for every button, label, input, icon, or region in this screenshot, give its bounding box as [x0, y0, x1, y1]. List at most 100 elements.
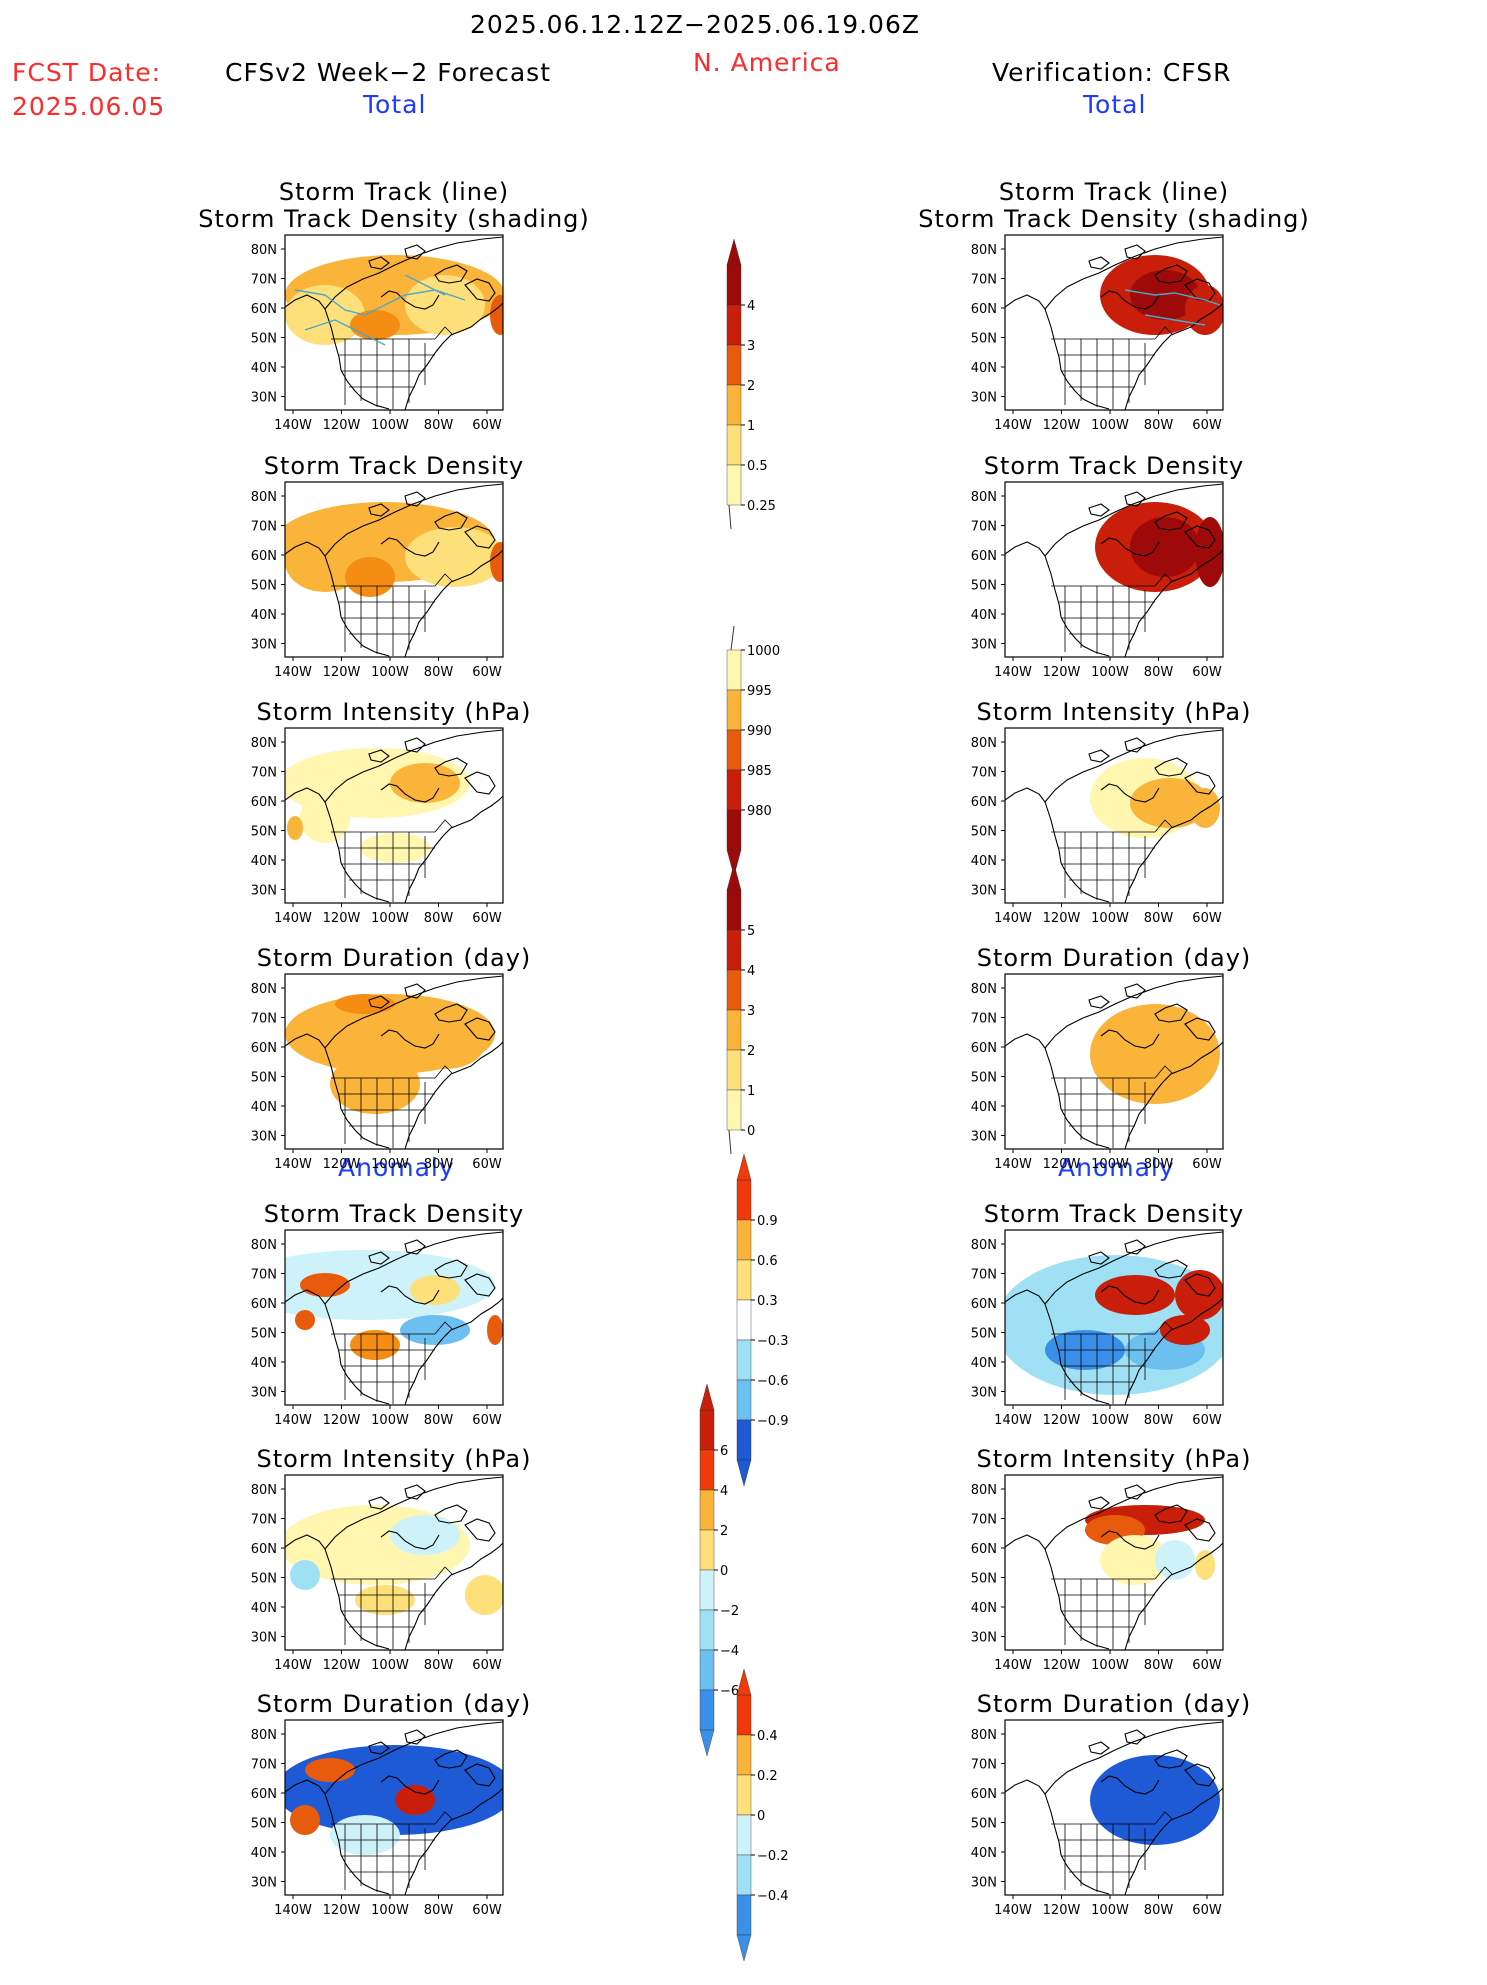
- lat-tick-label: 30N: [251, 391, 277, 406]
- lat-tick-label: 80N: [251, 736, 277, 751]
- coastline: [338, 356, 390, 410]
- colorbar-label: 6: [720, 1444, 728, 1459]
- lat-tick-label: 60N: [971, 1041, 997, 1056]
- lat-tick-label: 30N: [251, 638, 277, 653]
- lat-tick-label: 80N: [971, 736, 997, 751]
- coastline: [1100, 537, 1160, 557]
- colorbar-swatch: [736, 1814, 752, 1856]
- lat-tick-label: 80N: [251, 490, 277, 505]
- border-line: [1154, 326, 1174, 340]
- lat-tick-label: 70N: [251, 1758, 277, 1773]
- coastline: [338, 849, 390, 903]
- colorbar-swatch: [726, 384, 742, 426]
- lon-tick-label: 140W: [274, 1903, 312, 1918]
- lon-tick-label: 80W: [424, 1903, 454, 1918]
- lat-tick-label: 40N: [971, 1100, 997, 1115]
- map-frame: [1004, 234, 1224, 411]
- lon-tick-label: 80W: [1144, 1903, 1174, 1918]
- map-frame: [1004, 481, 1224, 658]
- date-range-title: 2025.06.12.12Z−2025.06.19.06Z: [470, 10, 920, 39]
- storm-track-line: [304, 319, 386, 346]
- lon-tick-label: 140W: [274, 418, 312, 433]
- map-panel: 80N 70N 60N 50N 40N 30N 140W 120W 100W 80W 60W: [971, 1474, 1224, 1673]
- lat-tick-label: 50N: [251, 825, 277, 840]
- border-line: [434, 1065, 454, 1079]
- colorbar-label: 0.3: [757, 1294, 778, 1309]
- lon-tick-label: 60W: [472, 1413, 502, 1428]
- coastline: [324, 1476, 503, 1550]
- coastline: [380, 1530, 440, 1550]
- lat-tick-label: 70N: [251, 1513, 277, 1528]
- map-frame: [284, 234, 504, 411]
- coastline: [1184, 525, 1216, 549]
- panel-title: Storm Duration (day): [256, 1690, 532, 1718]
- map-panel: 80N 70N 60N 50N 40N 30N 140W 120W 100W 80W 60W: [971, 234, 1224, 433]
- lon-tick-label: 100W: [1091, 1658, 1129, 1673]
- panel-title: Storm Track Density (shading): [918, 205, 1310, 233]
- coastline: [1124, 342, 1164, 410]
- lon-tick-label: 100W: [1091, 418, 1129, 433]
- panel-title: Storm Intensity (hPa): [256, 698, 532, 726]
- lat-tick-label: 40N: [251, 854, 277, 869]
- shading-region: [350, 310, 400, 340]
- lon-tick-label: 100W: [371, 1157, 409, 1172]
- colorbar-label: 0: [757, 1809, 765, 1824]
- lat-tick-label: 30N: [971, 884, 997, 899]
- shading-region: [287, 816, 303, 840]
- coastline: [380, 783, 440, 803]
- coastline: [1058, 356, 1110, 410]
- lon-tick-label: 80W: [424, 1157, 454, 1172]
- coastline: [464, 1763, 496, 1787]
- lat-tick-label: 80N: [971, 1728, 997, 1743]
- shading-region: [330, 1815, 400, 1855]
- lon-tick-label: 120W: [1043, 418, 1081, 433]
- colorbar-swatch: [699, 1449, 715, 1491]
- coastline: [1044, 1721, 1223, 1795]
- shading-region: [390, 1515, 460, 1555]
- coastline: [404, 342, 444, 410]
- panel-title: Storm Track Density (shading): [198, 205, 590, 233]
- colorbar: 6 4 2 0 −2 −4 −6: [699, 1383, 739, 1757]
- coastline: [1184, 1017, 1216, 1041]
- lat-tick-label: 30N: [251, 1130, 277, 1145]
- colorbar-swatch: [699, 1529, 715, 1571]
- lon-tick-label: 80W: [424, 1658, 454, 1673]
- lon-tick-label: 120W: [1043, 1413, 1081, 1428]
- lat-tick-label: 60N: [251, 1787, 277, 1802]
- lon-tick-label: 60W: [1192, 418, 1222, 433]
- map-frame: [284, 727, 504, 904]
- coastline: [368, 749, 390, 763]
- lat-tick-label: 70N: [971, 1513, 997, 1528]
- shading-region: [285, 285, 365, 345]
- shading-region: [1195, 1550, 1215, 1580]
- coastline: [380, 1285, 440, 1305]
- colorbar-label: 1000: [747, 644, 780, 659]
- lat-tick-label: 40N: [971, 361, 997, 376]
- lat-tick-label: 30N: [971, 1386, 997, 1401]
- coastline: [434, 1259, 468, 1279]
- map-frame: [284, 1719, 504, 1896]
- map-panel: 80N 70N 60N 50N 40N 30N 140W 120W 100W 80W 60W: [251, 1474, 504, 1673]
- colorbar-swatch: [726, 649, 742, 691]
- lat-tick-label: 60N: [971, 302, 997, 317]
- lat-tick-label: 70N: [251, 273, 277, 288]
- lat-tick-label: 40N: [251, 1356, 277, 1371]
- lon-tick-label: 80W: [1144, 1157, 1174, 1172]
- coastline: [380, 1775, 440, 1795]
- lat-tick-label: 50N: [251, 579, 277, 594]
- coastline: [1184, 1518, 1216, 1542]
- lon-tick-label: 100W: [1091, 1903, 1129, 1918]
- coastline: [464, 1273, 496, 1297]
- colorbar-swatch: [736, 1854, 752, 1896]
- colorbar-label: 4: [720, 1484, 728, 1499]
- coastline: [380, 1029, 440, 1049]
- map-panel: 80N 70N 60N 50N 40N 30N 140W 120W 100W 80W 60W: [971, 1719, 1224, 1918]
- coastline: [1005, 294, 1060, 358]
- border-line: [434, 1321, 454, 1335]
- colorbar-swatch: [736, 1299, 752, 1341]
- storm-track-line: [294, 289, 466, 316]
- lat-tick-label: 60N: [251, 1297, 277, 1312]
- coastline: [434, 1749, 468, 1769]
- lon-tick-label: 120W: [323, 418, 361, 433]
- coastline: [1100, 290, 1160, 310]
